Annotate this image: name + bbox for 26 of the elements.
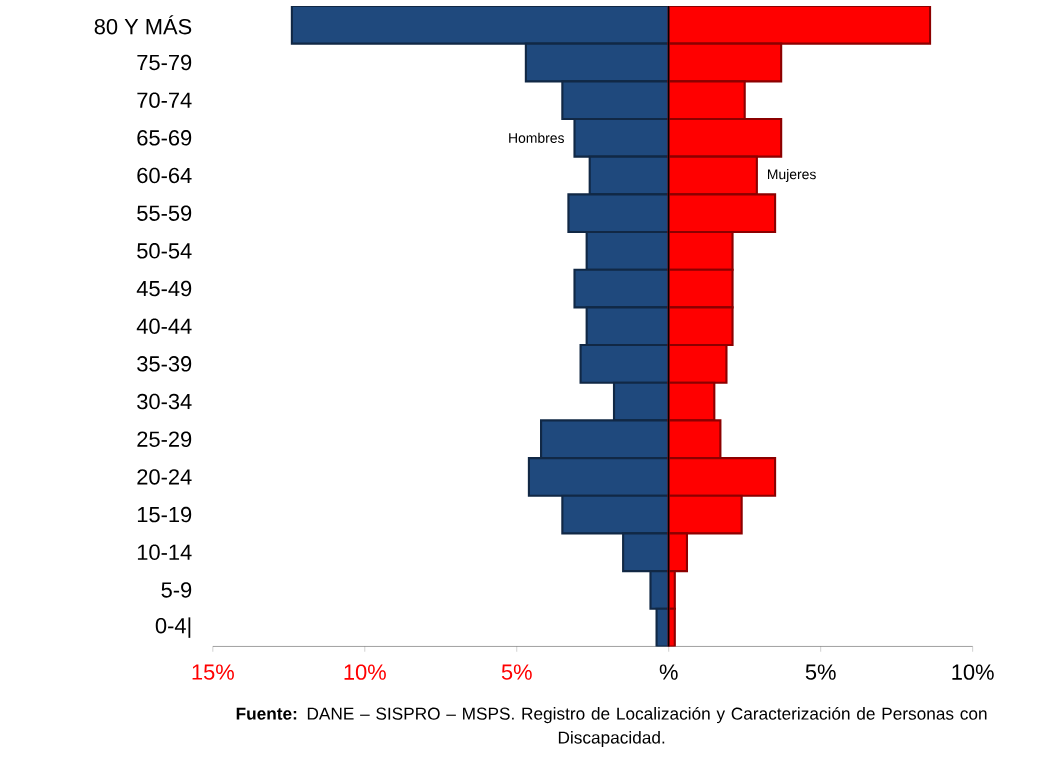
y-tick-label: 20-24 — [137, 469, 192, 485]
y-tick-label: 10-14 — [137, 544, 192, 561]
y-tick-label: 35-39 — [137, 356, 192, 372]
x-tick-label: 15% — [192, 664, 234, 680]
text: Fuente: DANE – SISPRO – MSPS. Registro de Localización y Caracterización de Personas con Discapacidad. — [236, 707, 987, 748]
y-tick-label: 5-9 — [161, 582, 192, 598]
y-tick-label: 60-64 — [137, 167, 192, 184]
series-label: Hombres — [509, 132, 564, 144]
y-tick-label: 65-69 — [137, 130, 192, 146]
y-tick-label: 40-44 — [136, 318, 192, 335]
y-tick-label: 70-74 — [137, 92, 192, 108]
y-tick-label: 30-34 — [137, 393, 192, 410]
series-label: Mujeres — [767, 169, 816, 183]
y-tick-label: 0-4| — [155, 617, 191, 638]
x-tick-label: 10% — [344, 664, 386, 680]
y-tick-label: 25-29 — [137, 431, 192, 448]
x-tick-label: % — [659, 664, 678, 680]
x-tick-label: 5% — [501, 664, 532, 680]
y-tick-label: 15-19 — [137, 506, 192, 523]
y-tick-label: 80 Y MÁS — [94, 15, 192, 35]
y-tick-label: 50-54 — [137, 243, 192, 259]
x-tick-label: 5% — [805, 664, 836, 680]
y-tick-label: 55-59 — [137, 205, 192, 222]
x-tick-label: 10% — [952, 664, 994, 680]
y-tick-label: 75-79 — [137, 54, 192, 71]
y-tick-label: 45-49 — [136, 280, 192, 297]
